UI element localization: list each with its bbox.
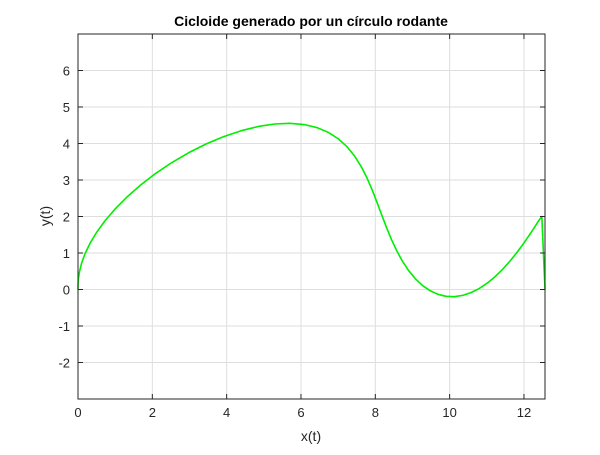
plot-area xyxy=(77,122,546,298)
x-tick-label-5: 10 xyxy=(442,405,456,420)
y-tick-label-4: 2 xyxy=(63,210,70,225)
x-tick-label-6: 12 xyxy=(517,405,531,420)
x-tick-label-1: 2 xyxy=(149,405,156,420)
y-tick-label-0: -2 xyxy=(58,356,70,371)
y-tick-label-5: 3 xyxy=(63,173,70,188)
chart-title: Cicloide generado por un círculo rodante xyxy=(174,13,448,29)
y-tick-label-2: 0 xyxy=(63,283,70,298)
y-tick-label-6: 4 xyxy=(63,137,70,152)
x-tick-label-3: 6 xyxy=(297,405,304,420)
y-tick-label-8: 6 xyxy=(63,64,70,79)
y-tick-label-3: 1 xyxy=(63,246,70,261)
y-axis-label: y(t) xyxy=(37,206,53,226)
grid-lines xyxy=(77,34,545,399)
series-line-0 xyxy=(77,122,546,298)
x-tick-label-0: 0 xyxy=(74,405,81,420)
y-tick-label-1: -1 xyxy=(58,319,70,334)
x-tick-label-4: 8 xyxy=(372,405,379,420)
x-axis-label: x(t) xyxy=(301,428,321,444)
y-tick-label-7: 5 xyxy=(63,100,70,115)
x-tick-label-2: 4 xyxy=(223,405,230,420)
